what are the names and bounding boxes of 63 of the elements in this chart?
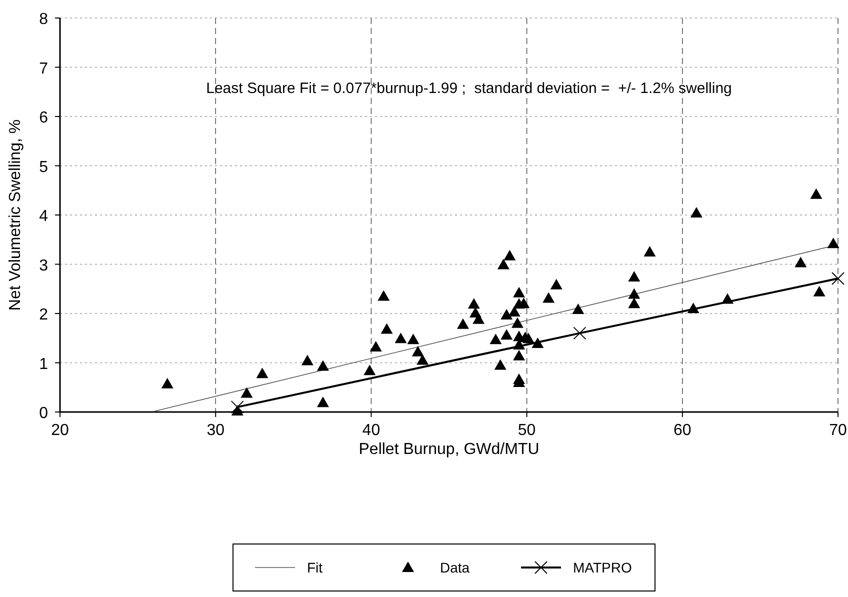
y-axis-title: Net Volumetric Swelling, % — [7, 119, 24, 311]
point — [513, 350, 526, 360]
x-tick-label: 60 — [674, 422, 692, 439]
point — [230, 400, 244, 414]
point — [316, 360, 329, 371]
point — [832, 272, 844, 286]
point — [573, 326, 586, 340]
point — [827, 238, 840, 248]
point — [810, 188, 822, 199]
point — [550, 278, 562, 290]
x-tick-label: 70 — [829, 422, 847, 439]
point — [416, 354, 429, 365]
point — [457, 318, 470, 329]
point — [813, 286, 826, 296]
x-tick-label: 30 — [206, 422, 225, 439]
point — [628, 298, 640, 308]
point — [500, 329, 513, 340]
point — [497, 258, 510, 270]
x-tick-label: 50 — [518, 422, 536, 439]
legend-label: MATPRO — [573, 560, 632, 576]
y-tick-label: 5 — [39, 158, 48, 176]
point — [494, 359, 506, 370]
point — [394, 332, 407, 344]
x-tick-label: 20 — [51, 422, 69, 439]
point — [628, 288, 640, 299]
x-tick-label: 40 — [362, 422, 380, 439]
point — [407, 334, 420, 344]
point — [644, 246, 656, 256]
point — [301, 354, 314, 366]
point — [161, 378, 174, 388]
point — [690, 207, 702, 218]
annotation: Least Square Fit = 0.077*burnup-1.99 ; standard deviation = +/- 1.2% swelling — [206, 80, 732, 97]
y-tick-label: 1 — [39, 356, 48, 373]
point — [364, 364, 376, 376]
point — [378, 290, 390, 301]
x-axis-title: Pellet Burnup, GWd/MTU — [358, 441, 540, 458]
point — [628, 271, 640, 282]
point — [572, 304, 584, 314]
y-tick-label: 0 — [39, 405, 48, 422]
point — [256, 368, 268, 378]
point — [794, 256, 807, 268]
point — [468, 298, 480, 309]
point — [504, 250, 516, 260]
y-tick-label: 4 — [39, 208, 48, 225]
y-tick-label: 2 — [39, 306, 48, 324]
point — [542, 292, 555, 303]
legend-label: Data — [440, 560, 470, 576]
point — [412, 346, 424, 356]
point — [490, 334, 502, 344]
point — [522, 332, 534, 344]
legend-label: Fit — [307, 560, 323, 576]
point — [511, 317, 524, 328]
point — [240, 387, 253, 398]
point — [316, 396, 329, 408]
y-tick-label: 8 — [39, 11, 48, 28]
point — [380, 323, 393, 334]
y-tick-label: 3 — [39, 257, 48, 274]
point — [508, 306, 520, 317]
y-tick-label: 6 — [39, 110, 48, 126]
y-tick-label: 7 — [39, 60, 48, 78]
point — [500, 308, 513, 320]
point — [370, 340, 382, 352]
point — [513, 286, 526, 298]
